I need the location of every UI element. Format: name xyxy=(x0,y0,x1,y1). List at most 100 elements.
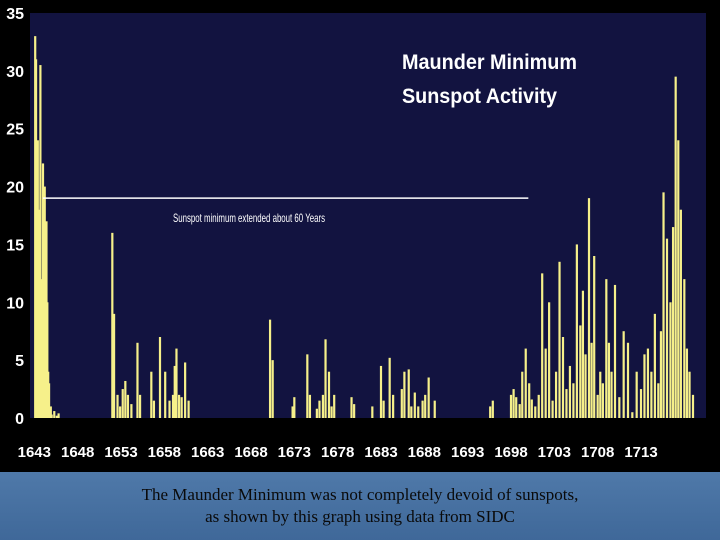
x-tick-label: 1713 xyxy=(624,444,657,461)
bar-1689.2 xyxy=(433,400,436,418)
bar-1705.2 xyxy=(572,383,575,418)
bar-1686.5 xyxy=(410,406,413,418)
bar-1688.5 xyxy=(427,377,430,418)
bar-1695.9 xyxy=(491,400,494,418)
bar-1659.2 xyxy=(173,365,176,418)
bar-1660 xyxy=(180,397,183,418)
bar-1705.6 xyxy=(575,244,578,418)
bar-1644.7 xyxy=(47,383,51,418)
bar-1652.2 xyxy=(112,313,116,418)
bar-1653.2 xyxy=(121,389,124,418)
bar-1643.4 xyxy=(36,140,39,419)
bar-1675.9 xyxy=(318,400,321,418)
bar-1700.8 xyxy=(534,406,537,418)
bar-1716 xyxy=(665,238,669,418)
chart-title-line-1: Maunder Minimum xyxy=(402,51,577,74)
x-tick-label: 1673 xyxy=(278,444,311,461)
bar-1718.6 xyxy=(688,371,691,418)
bar-1717.3 xyxy=(677,140,680,419)
bar-1644.5 xyxy=(46,302,49,418)
bar-1644.2 xyxy=(43,186,46,418)
bar-1700.1 xyxy=(528,383,531,418)
bar-1698 xyxy=(509,394,513,418)
bar-1652.6 xyxy=(116,394,119,418)
bar-1699.7 xyxy=(524,348,527,418)
bar-1685.4 xyxy=(400,389,403,418)
bar-1710 xyxy=(613,284,617,418)
x-tick-label: 1663 xyxy=(191,444,224,461)
bar-1657.5 xyxy=(158,337,162,418)
bar-1709.3 xyxy=(607,342,611,418)
bar-1708 xyxy=(596,394,599,418)
bar-1673 xyxy=(293,397,296,418)
bar-1701.6 xyxy=(541,273,544,418)
bar-1702 xyxy=(544,348,547,418)
bar-1658.6 xyxy=(168,400,171,418)
bar-1686.9 xyxy=(413,392,416,418)
bars-group xyxy=(34,36,695,419)
bar-1715.6 xyxy=(662,192,665,418)
y-tick-label: 35 xyxy=(6,6,24,23)
bar-1679.9 xyxy=(353,404,356,418)
bar-1714.6 xyxy=(653,313,656,418)
x-tick-label: 1703 xyxy=(538,444,571,461)
y-tick-label: 10 xyxy=(6,295,24,312)
chart-title-line-2: Sunspot Activity xyxy=(402,85,557,108)
bar-1655.2 xyxy=(138,394,142,418)
bar-1645.8 xyxy=(57,413,60,418)
bar-1699 xyxy=(518,404,521,418)
x-tick-label: 1688 xyxy=(408,444,441,461)
bar-1659.7 xyxy=(177,394,181,418)
bar-1712.5 xyxy=(635,371,638,418)
y-tick-label: 20 xyxy=(6,180,24,197)
bar-1645 xyxy=(50,414,53,418)
y-tick-label: 5 xyxy=(15,353,24,370)
x-tick-label: 1643 xyxy=(18,444,51,461)
bar-1719 xyxy=(691,394,695,418)
caption-line-1: The Maunder Minimum was not completely d… xyxy=(141,485,579,504)
bar-1656.8 xyxy=(152,400,156,418)
bar-1684.4 xyxy=(392,394,395,418)
bar-1654.9 xyxy=(136,342,139,418)
x-tick-label: 1698 xyxy=(494,444,527,461)
bar-1652.9 xyxy=(119,406,122,418)
bar-1658.1 xyxy=(164,371,167,418)
bar-1709 xyxy=(605,279,608,418)
caption-panel: The Maunder Minimum was not completely d… xyxy=(0,472,720,540)
bar-1712 xyxy=(631,412,634,418)
bar-1683 xyxy=(379,365,383,418)
bar-1708.3 xyxy=(599,371,602,418)
bar-1677.6 xyxy=(333,394,336,418)
x-tick-label: 1683 xyxy=(364,444,397,461)
y-tick-label: 30 xyxy=(6,64,24,81)
bar-1643.7 xyxy=(39,65,42,418)
bar-1713.8 xyxy=(646,348,650,418)
bar-1688.1 xyxy=(424,394,427,418)
caption-line-2: as shown by this graph using data from S… xyxy=(205,507,515,526)
bar-1713 xyxy=(639,389,643,418)
bar-1709.6 xyxy=(610,371,613,418)
bar-1659 xyxy=(171,394,175,418)
bar-1687.3 xyxy=(417,406,420,418)
bar-1716.7 xyxy=(671,227,675,418)
plot-area xyxy=(30,13,706,418)
bar-1717 xyxy=(674,76,677,418)
bar-1656.5 xyxy=(150,371,153,418)
bar-1713.4 xyxy=(643,354,646,418)
bar-1674.8 xyxy=(308,394,312,418)
y-axis-ticks: 0 5 10 15 20 25 30 35 xyxy=(6,6,24,428)
bar-1676.3 xyxy=(321,394,325,418)
bar-1653.8 xyxy=(126,394,130,418)
bar-1703.2 xyxy=(554,371,558,418)
bar-1644.9 xyxy=(49,406,52,418)
x-tick-label: 1658 xyxy=(148,444,181,461)
bar-1707.6 xyxy=(593,256,596,418)
bar-1653.5 xyxy=(124,380,127,418)
bar-1659.4 xyxy=(175,348,178,418)
bar-1679.6 xyxy=(350,397,353,418)
bar-1675.6 xyxy=(315,408,318,418)
bar-1660.8 xyxy=(187,400,190,418)
x-axis-ticks: 1643 1648 1653 1658 1663 1668 1673 1678 1683 1688… xyxy=(18,444,658,461)
bar-1716.4 xyxy=(669,302,672,418)
bar-1704 xyxy=(561,337,565,418)
